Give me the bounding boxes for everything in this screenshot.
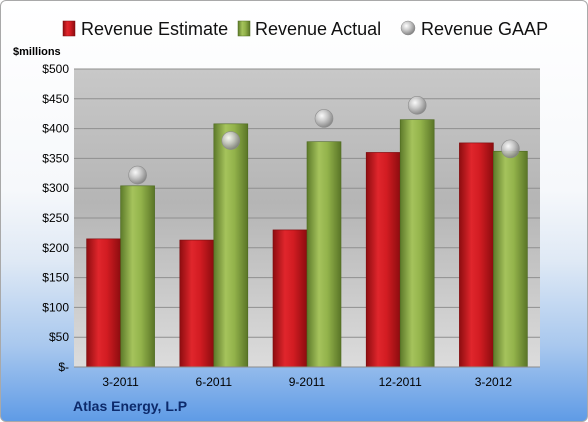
y-tick-label: $-: [58, 360, 69, 374]
legend: Revenue Estimate Revenue Actual Revenue …: [62, 19, 548, 39]
company-name: Atlas Energy, L.P: [73, 398, 187, 414]
y-tick-label: $450: [42, 92, 69, 106]
legend-label-revenue-actual: Revenue Actual: [255, 19, 381, 39]
x-tick-label: 3-2012: [475, 375, 513, 389]
y-tick-label: $400: [42, 122, 69, 136]
legend-label-revenue-estimate: Revenue Estimate: [81, 19, 228, 39]
bar-revenue-actual: [306, 141, 342, 368]
x-tick-label: 3-2011: [102, 375, 139, 389]
bar-revenue-estimate: [86, 238, 121, 368]
y-tick-label: $500: [42, 62, 69, 76]
bar-revenue-actual: [213, 123, 249, 368]
x-tick-label: 12-2011: [379, 375, 422, 389]
x-axis-ticks: 3-2011 6-2011 9-2011 12-2011 3-2012: [102, 375, 512, 389]
legend-label-revenue-gaap: Revenue GAAP: [421, 19, 548, 39]
y-tick-label: $300: [42, 181, 69, 195]
gaap-markers: [128, 96, 520, 185]
y-axis-label: $millions: [13, 46, 61, 58]
y-tick-label: $250: [42, 211, 69, 225]
bars: [86, 119, 528, 368]
legend-marker-revenue-gaap: [400, 20, 416, 36]
y-tick-label: $50: [49, 330, 69, 344]
x-tick-label: 9-2011: [289, 375, 326, 389]
bar-revenue-actual: [120, 185, 155, 368]
y-tick-label: $200: [42, 241, 69, 255]
y-tick-label: $350: [42, 151, 69, 165]
legend-swatch-revenue-actual: [237, 20, 251, 37]
bar-revenue-estimate: [272, 229, 308, 368]
y-tick-label: $100: [42, 300, 69, 314]
x-tick-label: 6-2011: [196, 375, 233, 389]
marker-revenue-gaap: [128, 165, 147, 185]
marker-revenue-gaap: [501, 139, 520, 159]
marker-revenue-gaap: [407, 96, 427, 115]
y-axis-ticks: $- $50 $100 $150 $200 $250 $300 $350 $400 $450 $50…: [42, 62, 69, 374]
bar-revenue-actual: [493, 150, 528, 368]
bar-revenue-actual: [399, 119, 435, 368]
bar-revenue-estimate: [179, 239, 215, 368]
bar-revenue-estimate: [459, 142, 494, 368]
marker-revenue-gaap: [221, 131, 241, 150]
y-tick-label: $150: [42, 271, 69, 285]
legend-swatch-revenue-estimate: [62, 20, 76, 37]
marker-revenue-gaap: [314, 109, 334, 128]
bar-revenue-estimate: [365, 152, 401, 368]
